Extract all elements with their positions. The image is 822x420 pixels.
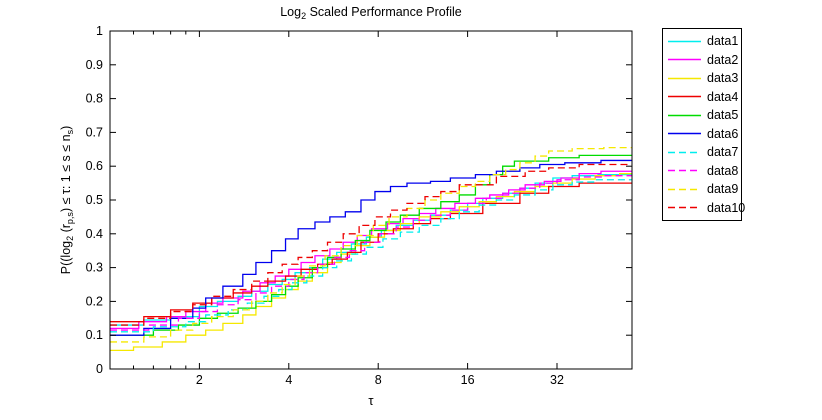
legend-line-sample (668, 151, 701, 154)
legend-label: data6 (707, 126, 739, 141)
ylabel-subscript: 2 (65, 235, 75, 241)
legend-line-sample (668, 77, 701, 80)
series-layer (110, 146, 632, 352)
legend-item-data7: data7 (663, 143, 741, 161)
legend-item-data6: data6 (663, 125, 741, 143)
legend-item-data4: data4 (663, 88, 741, 106)
axes-layer: 2 4 8 16 32 0 0.1 0.2 0.3 0.4 0.5 0.6 0.7 0.8 0.9 1 (86, 24, 633, 387)
legend-item-data2: data2 (663, 51, 741, 69)
legend-line-sample (668, 132, 701, 135)
legend-item-data1: data1 (663, 32, 741, 50)
x-axis-label: τ (368, 393, 374, 408)
legend-label: data10 (707, 200, 746, 215)
ylabel-subscript: s (65, 129, 75, 135)
series-path-data1 (110, 174, 632, 326)
legend-box: data1 data2 data3 data4 data5 data6 data7 data8… (662, 28, 745, 221)
y-tick-label: 0.7 (86, 125, 103, 139)
ylabel-text: ) ≤ τ: 1 ≤ s ≤ n (59, 134, 73, 213)
series-path-data7 (110, 179, 632, 333)
y-tick-label: 0.6 (86, 159, 103, 173)
y-tick-label: 0.2 (86, 294, 103, 308)
x-tick-label: 2 (196, 373, 203, 387)
x-tick-label: 4 (285, 373, 292, 387)
y-tick-label: 0.4 (86, 227, 103, 241)
legend-line-sample (668, 95, 701, 98)
legend-label: data8 (707, 163, 739, 178)
chart-title: Log2 Scaled Performance Profile (110, 5, 632, 21)
legend-line-sample (668, 169, 701, 172)
x-tick-label: 32 (550, 373, 564, 387)
legend-label: data9 (707, 182, 739, 196)
x-tick-label: 16 (461, 373, 475, 387)
series-path-data5 (110, 154, 632, 336)
legend-item-data5: data5 (663, 106, 741, 124)
legend-label: data5 (707, 108, 739, 122)
legend-line-sample (668, 58, 701, 61)
series-path-data6 (110, 159, 632, 336)
ylabel-text: P((log (59, 240, 73, 275)
legend-line-sample (668, 188, 701, 191)
legend-item-data3: data3 (663, 69, 741, 87)
legend-item-data9: data9 (663, 180, 741, 198)
legend-line-sample (668, 40, 701, 43)
y-axis-label: P((log2 (rp,s) ≤ τ: 1 ≤ s ≤ ns) (59, 126, 75, 275)
title-text: Scaled Performance Profile (306, 5, 462, 19)
series-path-data2 (110, 170, 632, 330)
ylabel-subscript: p,s (65, 212, 75, 225)
legend-label: data7 (707, 145, 739, 159)
legend-label: data3 (707, 71, 739, 85)
x-tick-label: 8 (375, 373, 382, 387)
y-tick-label: 0.3 (86, 261, 103, 275)
title-text: Log (280, 5, 302, 19)
series-path-data9 (110, 146, 632, 343)
legend-line-sample (668, 114, 701, 117)
legend-line-sample (668, 206, 701, 209)
series-path-data3 (110, 172, 632, 352)
y-tick-label: 0.1 (86, 328, 103, 342)
ylabel-text: (r (59, 224, 73, 236)
y-tick-label: 0.8 (86, 92, 103, 106)
legend-label: data4 (707, 89, 739, 104)
y-tick-label: 0.9 (86, 58, 103, 72)
series-path-data8 (110, 175, 632, 331)
y-tick-label: 1 (96, 24, 103, 38)
title-subscript: 2 (301, 11, 307, 21)
legend-label: data2 (707, 52, 739, 67)
series-path-data10 (110, 163, 632, 326)
legend-item-data10: data10 (663, 199, 745, 217)
y-tick-label: 0.5 (86, 193, 103, 207)
y-tick-label: 0 (96, 362, 103, 376)
legend-label: data1 (707, 34, 739, 48)
series-path-data4 (110, 182, 632, 323)
legend-item-data8: data8 (663, 162, 741, 180)
